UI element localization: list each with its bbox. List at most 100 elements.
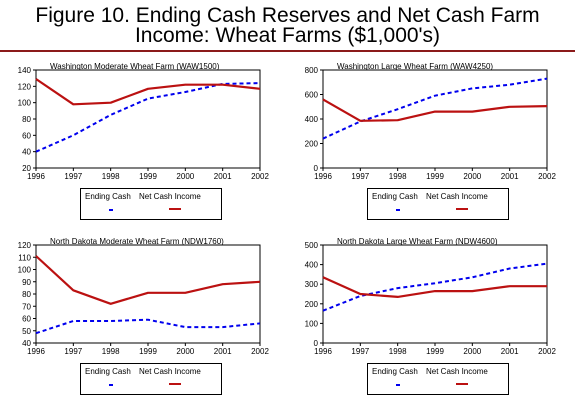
figure-title-line1: Figure 10. Ending Cash Reserves and Net …: [35, 4, 540, 27]
x-tick-label: 2002: [251, 347, 269, 356]
chart-panel-washington-moderate: Washington Moderate Wheat Farm (WAW1500)…: [0, 60, 287, 230]
series-line-ending-cash: [35, 82, 261, 153]
series-line-net-cash-income: [322, 276, 547, 299]
series-line-ending-cash: [322, 77, 548, 140]
x-tick-label: 1997: [351, 172, 369, 181]
x-tick-label: 2001: [501, 347, 519, 356]
chart-panel-north-dakota-large: North Dakota Large Wheat Farm (NDW4600) 0…: [287, 235, 574, 405]
y-tick-label: 60: [22, 315, 31, 324]
chart-title: North Dakota Large Wheat Farm (NDW4600): [337, 237, 498, 246]
x-tick-label: 2000: [463, 347, 481, 356]
x-tick-label: 1997: [64, 347, 82, 356]
legend-swatch-net-cash-income: [169, 208, 181, 210]
y-tick-label: 40: [22, 339, 31, 348]
y-tick-label: 50: [22, 327, 31, 336]
legend-swatch-ending-cash: [109, 384, 113, 386]
x-tick-label: 2002: [538, 172, 556, 181]
legend-label-ending-cash: Ending Cash: [372, 192, 418, 201]
x-tick-label: 1996: [27, 172, 45, 181]
chart-title: North Dakota Moderate Wheat Farm (NDW176…: [50, 237, 224, 246]
y-tick-label: 200: [305, 140, 319, 149]
x-tick-label: 1998: [389, 172, 407, 181]
y-tick-label: 120: [18, 82, 32, 91]
y-tick-label: 100: [18, 99, 32, 108]
x-tick-label: 1998: [389, 347, 407, 356]
y-tick-label: 100: [305, 319, 319, 328]
figure-title: Figure 10. Ending Cash Reserves and Net …: [0, 4, 575, 47]
x-tick-label: 1998: [102, 347, 120, 356]
legend-label-net-cash-income: Net Cash Income: [139, 367, 201, 376]
x-tick-label: 1997: [351, 347, 369, 356]
x-tick-label: 1999: [139, 347, 157, 356]
plot-frame: [35, 244, 261, 344]
chart-svg: Washington Moderate Wheat Farm (WAW1500)…: [18, 62, 270, 181]
x-tick-label: 1996: [314, 172, 332, 181]
legend-swatch-ending-cash: [396, 209, 400, 211]
legend-label-ending-cash: Ending Cash: [372, 367, 418, 376]
x-tick-label: 1996: [27, 347, 45, 356]
chart-svg: Washington Large Wheat Farm (WAW4250) 0 20…: [305, 62, 557, 181]
x-tick-label: 2002: [251, 172, 269, 181]
series-line-net-cash-income: [35, 78, 261, 106]
chart-svg: North Dakota Moderate Wheat Farm (NDW176…: [18, 237, 270, 356]
chart-title: Washington Moderate Wheat Farm (WAW1500): [50, 62, 220, 71]
y-tick-label: 100: [18, 266, 32, 275]
plot-frame: [322, 244, 548, 344]
chart-panel-washington-large: Washington Large Wheat Farm (WAW4250) 0 20…: [287, 60, 574, 230]
y-tick-label: 120: [18, 241, 32, 250]
y-tick-label: 0: [314, 164, 319, 173]
legend: Ending Cash Net Cash Income: [80, 363, 222, 395]
y-tick-label: 400: [305, 115, 319, 124]
figure-title-line2: Income: Wheat Farms ($1,000's): [134, 24, 441, 47]
y-tick-label: 500: [305, 241, 319, 250]
legend: Ending Cash Net Cash Income: [367, 188, 509, 220]
y-tick-label: 300: [305, 280, 319, 289]
series-line-net-cash-income: [35, 255, 261, 305]
legend-label-ending-cash: Ending Cash: [85, 367, 131, 376]
x-tick-label: 1999: [426, 347, 444, 356]
chart-svg: North Dakota Large Wheat Farm (NDW4600) 0…: [305, 237, 557, 356]
y-tick-label: 400: [305, 261, 319, 270]
y-tick-label: 60: [22, 131, 31, 140]
chart-panel-north-dakota-moderate: North Dakota Moderate Wheat Farm (NDW176…: [0, 235, 287, 405]
y-tick-label: 70: [22, 302, 31, 311]
chart-title: Washington Large Wheat Farm (WAW4250): [337, 62, 493, 71]
x-tick-label: 1999: [139, 172, 157, 181]
x-tick-label: 1997: [64, 172, 82, 181]
legend-swatch-ending-cash: [109, 209, 113, 211]
y-tick-label: 40: [22, 148, 31, 157]
y-tick-label: 80: [22, 115, 31, 124]
legend-swatch-net-cash-income: [456, 208, 468, 210]
legend-swatch-net-cash-income: [169, 383, 181, 385]
x-tick-label: 1996: [314, 347, 332, 356]
y-tick-label: 110: [18, 253, 31, 262]
x-tick-label: 2000: [176, 347, 194, 356]
x-tick-label: 2000: [463, 172, 481, 181]
legend: Ending Cash Net Cash Income: [367, 363, 509, 395]
y-tick-label: 600: [305, 91, 319, 100]
legend-swatch-ending-cash: [396, 384, 400, 386]
y-tick-label: 0: [314, 339, 319, 348]
y-tick-label: 200: [305, 300, 319, 309]
legend-label-net-cash-income: Net Cash Income: [426, 192, 488, 201]
series-line-net-cash-income: [322, 98, 548, 122]
x-tick-label: 2001: [214, 347, 232, 356]
y-tick-label: 90: [22, 278, 31, 287]
x-tick-label: 2002: [538, 347, 556, 356]
x-tick-label: 2001: [214, 172, 232, 181]
legend-label-net-cash-income: Net Cash Income: [139, 192, 201, 201]
legend: Ending Cash Net Cash Income: [80, 188, 222, 220]
y-tick-label: 80: [22, 290, 31, 299]
legend-swatch-net-cash-income: [456, 383, 468, 385]
x-tick-label: 1999: [426, 172, 444, 181]
y-tick-label: 800: [305, 66, 319, 75]
legend-label-ending-cash: Ending Cash: [85, 192, 131, 201]
x-tick-label: 2001: [501, 172, 519, 181]
y-tick-label: 140: [18, 66, 32, 75]
series-line-ending-cash: [35, 318, 261, 335]
y-tick-label: 20: [22, 164, 31, 173]
x-tick-label: 2000: [176, 172, 194, 181]
legend-label-net-cash-income: Net Cash Income: [426, 367, 488, 376]
series-line-ending-cash: [322, 262, 548, 312]
title-rule: [0, 50, 575, 52]
